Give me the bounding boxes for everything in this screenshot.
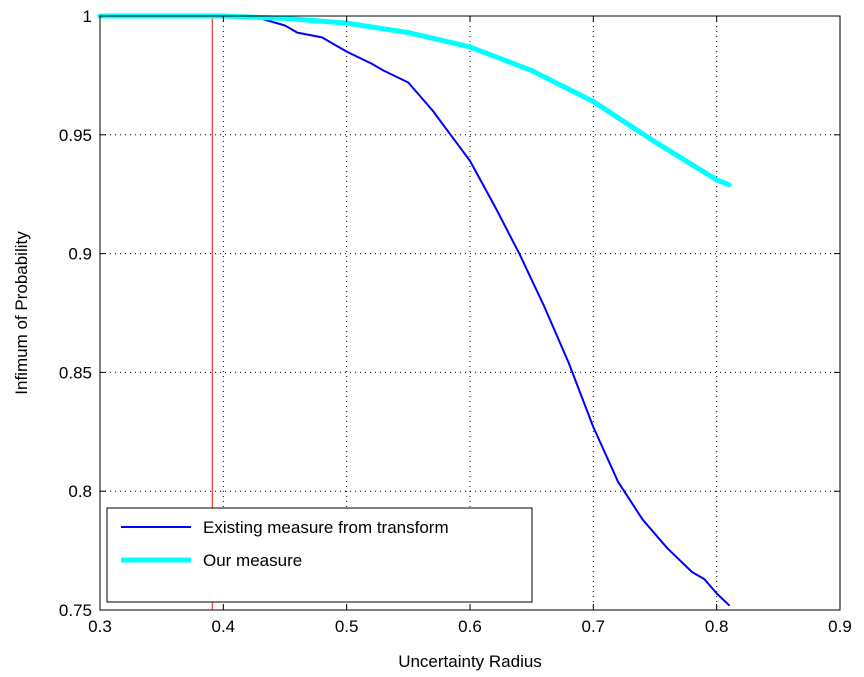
axis-ticks: 0.3 0.4 0.5 0.6 0.7 0.8 0.9 0.75 0.8 0.85 0.9 0.95 1 [59, 7, 852, 636]
legend-label-our-measure: Our measure [203, 551, 302, 570]
x-axis-title: Uncertainty Radius [398, 652, 542, 671]
x-tick-label: 0.3 [88, 617, 112, 636]
legend: Existing measure from transform Our meas… [106, 507, 533, 603]
legend-box [106, 507, 533, 603]
y-tick-label: 0.85 [59, 363, 92, 382]
y-axis-title: Infimum of Probability [12, 231, 31, 395]
x-tick-label: 0.7 [582, 617, 606, 636]
x-tick-label: 0.5 [335, 617, 359, 636]
y-tick-label: 0.95 [59, 126, 92, 145]
x-tick-label: 0.4 [212, 617, 236, 636]
x-tick-label: 0.8 [705, 617, 729, 636]
y-tick-label: 0.9 [68, 245, 92, 264]
series-existing-measure-line [99, 15, 730, 607]
legend-label-existing-measure: Existing measure from transform [203, 518, 449, 537]
y-tick-label: 1 [83, 7, 92, 26]
y-tick-label: 0.75 [59, 601, 92, 620]
x-tick-label: 0.6 [458, 617, 482, 636]
y-tick-label: 0.8 [68, 482, 92, 501]
x-tick-label: 0.9 [828, 617, 852, 636]
